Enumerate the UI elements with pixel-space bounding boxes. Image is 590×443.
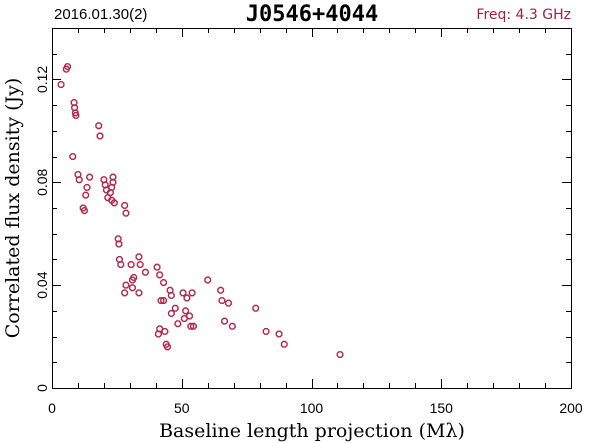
data-point [228,322,236,330]
data-point [156,271,164,279]
x-tick-label: 50 [174,400,190,416]
data-point [217,286,225,294]
data-point [224,299,232,307]
data-point [71,109,79,117]
data-point [188,289,196,297]
data-point [218,297,226,305]
data-point [64,63,72,71]
x-tick-label: 200 [559,400,583,416]
data-point [262,327,270,335]
data-point [62,65,70,73]
data-point [110,199,118,207]
data-point [280,340,288,348]
data-point [75,176,83,184]
x-tick-label: 100 [300,400,324,416]
data-point [128,284,136,292]
data-point [183,294,191,302]
data-point [179,289,187,297]
data-point [95,122,103,130]
data-point [336,351,344,359]
data-point [160,297,168,305]
data-point [252,304,260,312]
data-point [156,325,164,333]
x-tick-labels: 0 50 100 150 200 [48,400,583,416]
data-point [167,309,175,317]
data-point [135,253,143,261]
data-point [83,183,91,191]
data-point [136,261,144,269]
y-tick-label: 0.12 [34,66,50,93]
data-point [182,307,190,315]
data-point [162,340,170,348]
data-point [161,327,169,335]
data-point [157,297,165,305]
data-point [130,273,138,281]
plot-frame [52,28,572,389]
data-point [57,81,65,89]
data-point [122,209,130,217]
y-tick-labels: 0 0.04 0.08 0.12 [34,66,50,392]
data-point [189,322,197,330]
data-point [167,291,175,299]
x-tick-label: 150 [430,400,454,416]
data-point [108,183,116,191]
y-axis-label: Correlated flux density (Jy) [2,78,24,339]
data-point [82,191,90,199]
data-point [275,330,283,338]
chart-title: J0546+4044 [246,2,378,27]
data-point [171,304,179,312]
y-tick-label: 0.04 [34,271,50,298]
data-point [121,289,129,297]
data-point [72,111,80,119]
data-point [127,261,135,269]
y-tick-label: 0 [34,384,50,392]
data-points [57,63,344,359]
data-point [204,276,212,284]
data-point [141,268,149,276]
data-point [86,173,94,181]
data-point [187,322,195,330]
data-point [186,312,194,320]
data-point [117,261,125,269]
x-tick-label: 0 [48,400,56,416]
data-point [80,207,88,215]
header-frequency: Freq: 4.3 GHz [476,7,571,23]
data-point [115,240,123,248]
data-point [153,263,161,271]
data-point [221,317,229,325]
data-point [122,281,130,289]
header-date: 2016.01.30(2) [54,6,147,23]
data-point [164,343,171,351]
data-point [128,276,136,284]
data-point [174,320,182,328]
data-point [69,153,77,161]
y-tick-label: 0.08 [34,168,50,195]
data-point [135,289,143,297]
x-axis-label: Baseline length projection (Mλ) [159,420,465,442]
data-point [79,204,87,212]
axis-ticks [52,28,572,389]
data-point [96,132,104,140]
data-point [160,279,168,287]
data-point [121,201,129,209]
